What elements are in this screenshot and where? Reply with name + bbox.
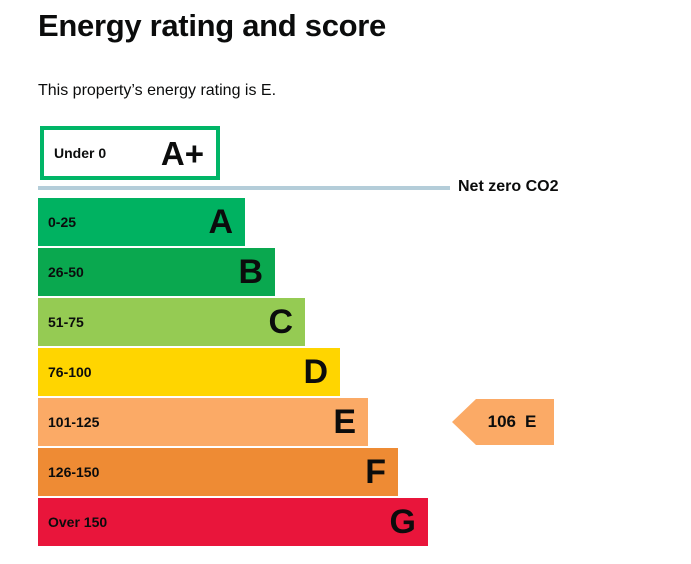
band-range-label: 126-150 [48,464,100,480]
band-letter: A+ [160,134,204,172]
band-range-label: Over 150 [48,514,108,530]
band-range-label: 26-50 [48,264,84,280]
current-score-value: 106 [487,412,517,431]
band-range-label: 51-75 [48,314,84,330]
page-title: Energy rating and score [38,8,386,43]
band-row-d: 76-100 D [38,348,340,396]
band-letter: G [389,503,416,541]
band-range-label: 0-25 [48,214,77,230]
band-row-c: 51-75 C [38,298,305,346]
band-letter: F [365,453,386,491]
band-letter: B [238,253,263,291]
band-letter: A [208,203,233,241]
current-score-letter: E [525,412,537,431]
band-range-label: 101-125 [48,414,100,430]
energy-rating-chart: 0-25 A 26-50 B 51-75 C 76-100 D 101-125 … [38,198,428,548]
band-range-label: 76-100 [48,364,92,380]
band-row-a: 0-25 A [38,198,245,246]
band-row-e: 101-125 E [38,398,368,446]
band-row-b: 26-50 B [38,248,275,296]
band-letter: E [333,403,356,441]
band-row-g: Over 150 G [38,498,428,546]
rating-summary-text: This property’s energy rating is E. [38,82,277,99]
net-zero-label: Net zero CO2 [458,178,559,195]
current-score-marker: 106 E [452,399,554,445]
band-letter: D [303,353,328,391]
band-row-f: 126-150 F [38,448,398,496]
net-zero-line [38,186,450,190]
band-letter: C [268,303,293,341]
band-row-a-plus: Under 0 A+ [40,126,220,180]
band-range-label: Under 0 [54,145,107,161]
